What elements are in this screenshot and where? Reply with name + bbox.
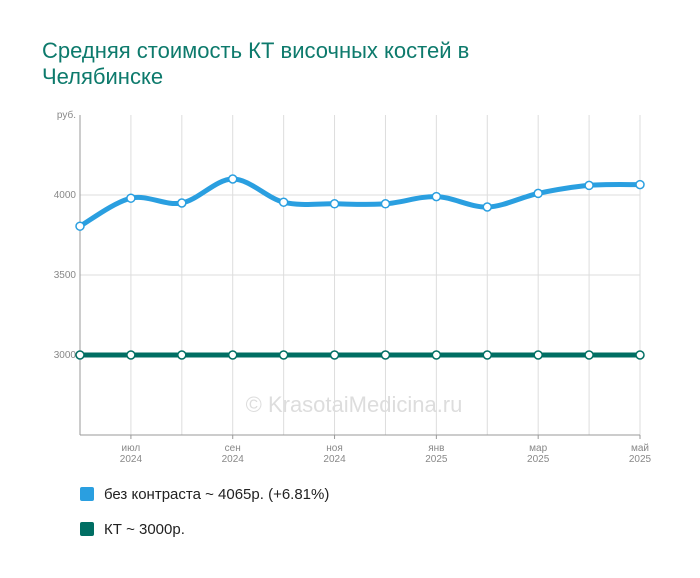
series-line: [78, 176, 641, 229]
data-point: [177, 198, 187, 208]
data-point: [126, 350, 136, 360]
x-tick-label: июл 2024: [120, 443, 143, 465]
data-point: [329, 350, 340, 360]
y-tick-label: 3000: [54, 350, 77, 361]
data-point: [278, 350, 289, 360]
data-point: [533, 188, 543, 199]
y-tick-label: 4000: [54, 190, 77, 201]
x-tick-label-line: сен: [225, 443, 241, 454]
legend-label: без контраста ~ 4065р. (+6.81%): [104, 485, 330, 503]
legend-item: без контраста ~ 4065р. (+6.81%): [80, 485, 329, 503]
data-point: [227, 350, 238, 360]
legend-item: КТ ~ 3000р.: [80, 520, 329, 538]
x-tick-label-line: 2025: [629, 454, 652, 465]
x-tick-label-line: май: [631, 443, 649, 454]
legend-swatch: [80, 487, 94, 501]
data-point: [533, 350, 543, 360]
x-tick-label: ноя 2024: [323, 443, 346, 465]
legend: без контраста ~ 4065р. (+6.81%) КТ ~ 3000…: [80, 485, 329, 555]
legend-swatch: [80, 522, 94, 536]
data-point: [584, 180, 594, 191]
data-point: [278, 197, 289, 207]
x-tick-label-line: 2024: [222, 454, 245, 465]
legend-label: КТ ~ 3000р.: [104, 520, 185, 538]
data-point: [177, 350, 187, 360]
data-point: [584, 350, 594, 360]
data-point: [635, 350, 645, 360]
y-tick-label: 3500: [54, 270, 77, 281]
watermark: © KrasotaiMedicina.ru: [246, 392, 463, 417]
chart-title: Средняя стоимость КТ височных костей в Ч…: [42, 38, 470, 89]
x-tick-label-line: 2025: [527, 454, 550, 465]
y-axis-label: руб.: [57, 109, 76, 121]
data-point: [431, 350, 442, 360]
x-tick-label: сен 2024: [222, 443, 245, 465]
x-tick-label-line: июл: [122, 443, 141, 454]
x-tick-label-line: мар: [529, 443, 547, 454]
data-point: [126, 193, 136, 203]
data-point: [482, 350, 493, 360]
x-tick-label-line: 2024: [120, 454, 143, 465]
x-tick-label-line: янв: [428, 443, 444, 454]
data-point: [380, 350, 391, 360]
x-tick-label-line: 2025: [425, 454, 448, 465]
x-tick-label: мар 2025: [527, 443, 550, 465]
data-point: [482, 202, 493, 212]
x-tick-label: янв 2025: [425, 443, 448, 465]
data-point: [380, 199, 391, 209]
x-tick-label-line: ноя: [326, 443, 343, 454]
data-point: [75, 221, 85, 231]
data-point: [431, 191, 442, 202]
x-tick-label: май 2025: [629, 443, 652, 465]
data-point: [329, 199, 340, 209]
data-point: [227, 174, 238, 184]
x-tick-label-line: 2024: [323, 454, 346, 465]
data-point: [635, 179, 645, 190]
data-point: [75, 350, 85, 360]
